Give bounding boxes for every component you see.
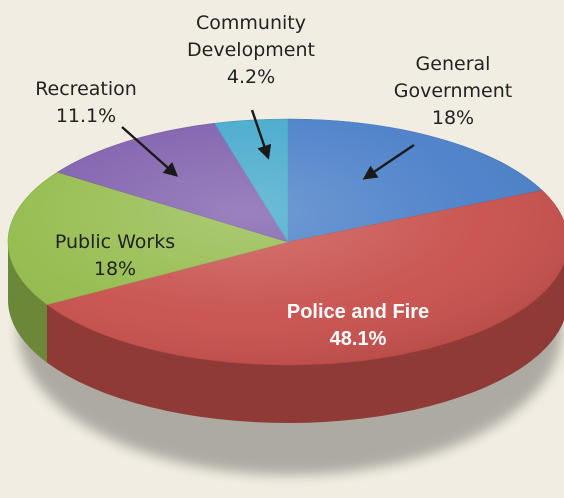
pie-arrows (121, 109, 415, 180)
slice-side-police-and-fire (47, 262, 564, 423)
pie-labels: General Government 18% Police and Fire 48.1%… (35, 12, 512, 350)
value-label: 18% (432, 107, 474, 129)
arrow-community-development (250, 109, 272, 160)
category-label: General (416, 53, 491, 75)
value-label: 18% (94, 258, 136, 280)
value-label: 11.1% (56, 105, 116, 127)
arrow-recreation (121, 126, 179, 177)
label-police-and-fire: Police and Fire 48.1% (287, 301, 429, 350)
arrow-general-government (362, 144, 415, 180)
value-label: 48.1% (330, 328, 387, 350)
category-label: Development (187, 39, 315, 61)
category-label: Community (196, 12, 306, 34)
category-label: Government (394, 80, 513, 102)
label-recreation: Recreation 11.1% (35, 78, 137, 127)
value-label: 4.2% (227, 66, 275, 88)
category-label: Recreation (35, 78, 137, 100)
category-label: Police and Fire (287, 301, 429, 323)
label-community-development: Community Development 4.2% (187, 12, 315, 88)
label-general-government: General Government 18% (394, 53, 513, 129)
category-label: Public Works (55, 231, 175, 253)
label-public-works: Public Works 18% (55, 231, 175, 280)
